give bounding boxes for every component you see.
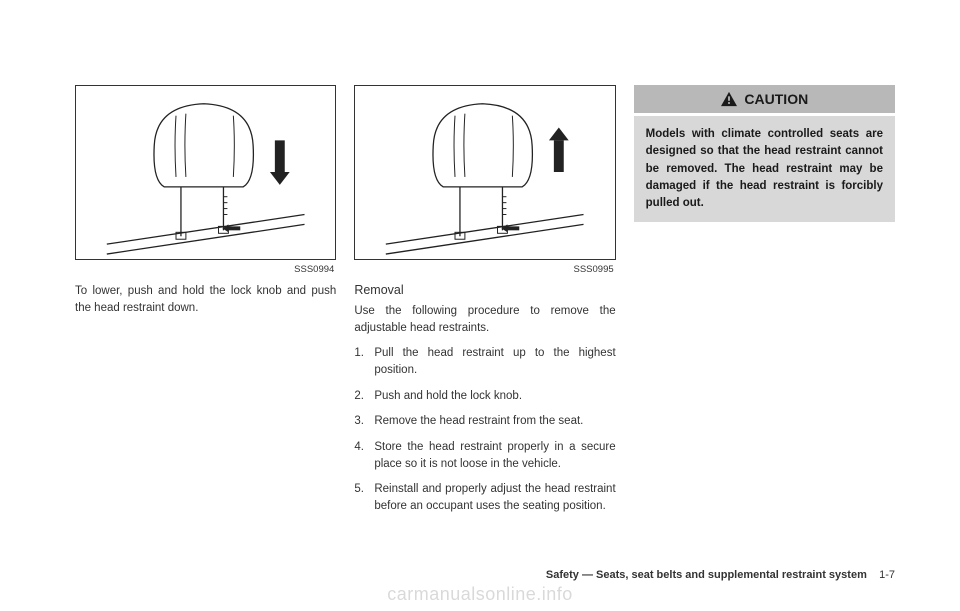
step-item: Pull the head restraint up to the highes… <box>354 345 615 378</box>
caption-1: To lower, push and hold the lock knob an… <box>75 283 336 316</box>
step-item: Reinstall and properly adjust the head r… <box>354 481 615 514</box>
watermark: carmanualsonline.info <box>387 584 573 605</box>
figure-label-1: SSS0994 <box>75 264 336 275</box>
figure-removal <box>354 85 615 260</box>
step-item: Store the head restraint properly in a s… <box>354 439 615 472</box>
step-item: Remove the head restraint from the seat. <box>354 413 615 430</box>
caution-label: CAUTION <box>744 91 808 107</box>
removal-heading: Removal <box>354 283 615 297</box>
caution-header: CAUTION <box>634 85 895 113</box>
column-2: SSS0995 Removal Use the following proced… <box>354 85 615 524</box>
warning-icon <box>720 91 738 107</box>
footer-page: 1-7 <box>879 569 895 581</box>
column-1: SSS0994 To lower, push and hold the lock… <box>75 85 336 524</box>
footer-section: Safety — Seats, seat belts and supplemen… <box>546 569 867 581</box>
removal-steps: Pull the head restraint up to the highes… <box>354 345 615 514</box>
page-footer: Safety — Seats, seat belts and supplemen… <box>546 569 895 581</box>
column-3: CAUTION Models with climate controlled s… <box>634 85 895 524</box>
manual-page: SSS0994 To lower, push and hold the lock… <box>0 0 960 554</box>
figure-lower <box>75 85 336 260</box>
headrest-down-illustration <box>76 86 335 259</box>
caution-body: Models with climate controlled seats are… <box>634 116 895 222</box>
step-item: Push and hold the lock knob. <box>354 388 615 405</box>
removal-intro: Use the following procedure to remove th… <box>354 303 615 336</box>
figure-label-2: SSS0995 <box>354 264 615 275</box>
headrest-up-illustration <box>355 86 614 259</box>
